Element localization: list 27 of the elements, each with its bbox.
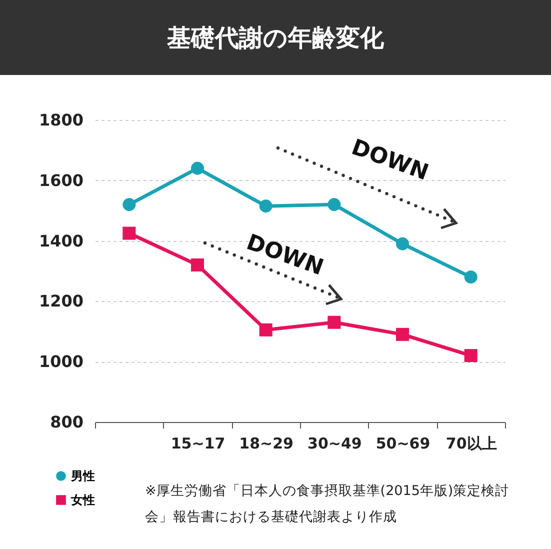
x-tick-label: 18~29 — [239, 434, 294, 452]
point — [259, 323, 272, 336]
point — [122, 198, 136, 212]
point — [190, 162, 204, 175]
y-tick-label: 1000 — [38, 352, 84, 372]
x-tick-label: 50~69 — [376, 434, 430, 452]
y-tick-label: 1200 — [38, 292, 84, 311]
point — [259, 200, 272, 213]
y-tick-label: 1400 — [38, 231, 84, 250]
y-tick-label: 1800 — [38, 110, 84, 130]
x-tick-label: 30~49 — [308, 434, 362, 452]
x-tick-label: 15~17 — [170, 434, 226, 452]
point — [396, 328, 410, 341]
point — [396, 237, 410, 250]
legend-label: 女性 — [70, 493, 95, 507]
point — [464, 270, 478, 284]
legend-label: 男性 — [70, 469, 95, 483]
chart-title: 基礎代謝の年齢変化 — [0, 0, 551, 75]
x-tick-label: 70以上 — [446, 434, 497, 452]
point — [328, 198, 341, 212]
text: ※厚生労働省「日本人の食事摂取基準(2015年版)策定検討会」報告書における基礎代謝表より作成 — [145, 482, 510, 527]
point — [122, 226, 136, 240]
y-tick-label: 800 — [50, 412, 84, 432]
y-tick-label: 1600 — [38, 170, 84, 190]
point — [328, 316, 341, 329]
point — [464, 349, 478, 362]
point — [190, 258, 204, 272]
